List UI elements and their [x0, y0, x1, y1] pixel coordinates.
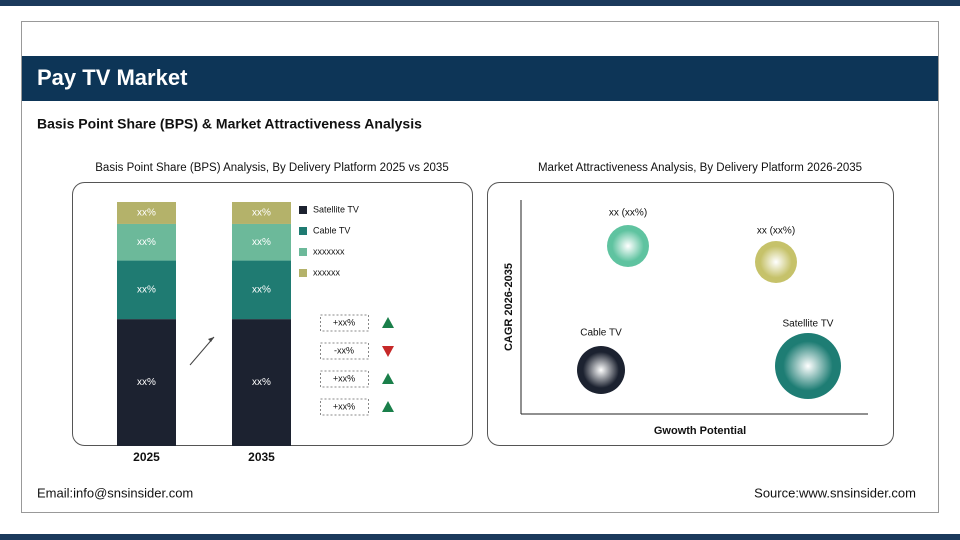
header-band: [22, 56, 938, 101]
chart-title: Market Attractiveness Analysis, By Deliv…: [538, 162, 862, 174]
source: Source:www.snsinsider.com: [754, 485, 916, 500]
top-bar: [0, 0, 960, 6]
change-label: +xx%: [333, 373, 355, 383]
bubble-label: xx (xx%): [609, 208, 647, 219]
value-label: xx%: [252, 237, 271, 248]
change-box: [320, 314, 369, 332]
change-box: [320, 342, 369, 360]
value-label: xx%: [252, 377, 271, 388]
legend-swatch: [299, 269, 307, 277]
change-box: [320, 398, 369, 416]
value-label: xx%: [137, 237, 156, 248]
bar-segment: [117, 202, 176, 224]
bubble: [775, 333, 841, 399]
legend-label: Cable TV: [313, 225, 350, 235]
bubble-label: Cable TV: [580, 328, 622, 339]
value-label: xx%: [252, 208, 271, 219]
arrow-head: [208, 337, 214, 342]
bubble-label: Satellite TV: [783, 319, 834, 330]
bubble-label: xx (xx%): [757, 226, 795, 237]
x-tick-label: 2035: [248, 450, 275, 464]
legend-label: xxxxxx: [313, 267, 341, 277]
change-box: [320, 370, 369, 388]
bottom-bar: [0, 534, 960, 540]
change-arrow: [382, 317, 394, 328]
email: Email:info@snsinsider.com: [37, 485, 193, 500]
legend-swatch: [299, 227, 307, 235]
change-arrow: [382, 346, 394, 357]
chart-title: Basis Point Share (BPS) Analysis, By Del…: [95, 162, 448, 174]
value-label: xx%: [137, 208, 156, 219]
bar-segment: [117, 319, 176, 446]
bubble: [607, 225, 649, 267]
change-label: +xx%: [333, 317, 355, 327]
bar-segment: [232, 202, 291, 224]
bar-segment: [232, 260, 291, 320]
value-label: xx%: [252, 284, 271, 295]
change-arrow: [382, 401, 394, 412]
x-tick-label: 2025: [133, 450, 160, 464]
value-label: xx%: [137, 284, 156, 295]
change-label: -xx%: [334, 345, 354, 355]
y-axis-label: CAGR 2026-2035: [503, 263, 515, 351]
x-axis-label: Gwowth Potential: [654, 425, 746, 437]
bar-segment: [232, 223, 291, 261]
bar-segment: [232, 319, 291, 446]
arrow: [189, 336, 215, 366]
bar-segment: [117, 260, 176, 320]
value-label: xx%: [137, 377, 156, 388]
change-arrow: [382, 373, 394, 384]
bubble: [755, 241, 797, 283]
bubble: [577, 346, 625, 394]
change-label: +xx%: [333, 401, 355, 411]
title: Pay TV Market: [37, 65, 188, 90]
legend-label: xxxxxxx: [313, 246, 345, 256]
legend-swatch: [299, 206, 307, 214]
legend-swatch: [299, 248, 307, 256]
legend-label: Satellite TV: [313, 204, 359, 214]
panel: [487, 182, 894, 446]
bar-segment: [117, 223, 176, 261]
subtitle: Basis Point Share (BPS) & Market Attract…: [37, 116, 422, 132]
